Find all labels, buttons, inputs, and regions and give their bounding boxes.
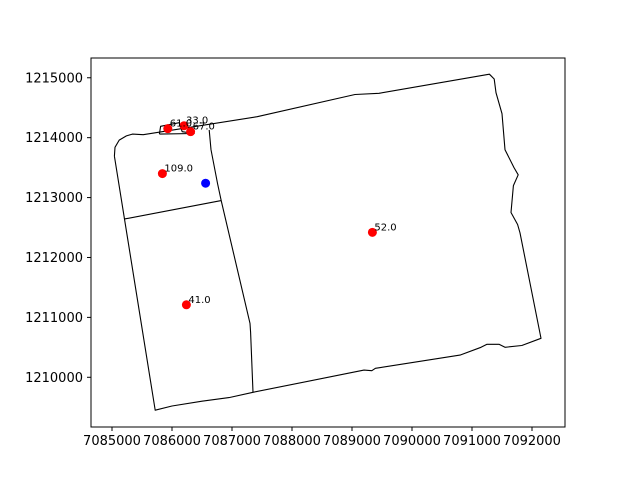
axes-frame (90, 57, 566, 428)
y-tick-label: 1214000 (25, 131, 83, 146)
data-point (201, 178, 211, 188)
x-tick-label: 7085000 (83, 434, 141, 449)
data-point (181, 300, 191, 310)
y-tick-label: 1213000 (25, 191, 83, 206)
x-tick-label: 7089000 (323, 434, 381, 449)
data-point (157, 169, 167, 179)
x-tick-label: 7092000 (503, 434, 561, 449)
point-label: 67.0 (193, 122, 215, 133)
point-label: 109.0 (164, 164, 193, 175)
y-tick-label: 1212000 (25, 251, 83, 266)
x-tick-label: 7088000 (263, 434, 321, 449)
x-tick-label: 7091000 (443, 434, 501, 449)
point-labels: 61.033.067.0 109.0 52.0 41.0 (164, 116, 396, 306)
x-tick-label: 7086000 (143, 434, 201, 449)
data-point (367, 227, 377, 237)
data-point (179, 121, 189, 131)
point-label: 61.0 (170, 119, 192, 130)
y-tick-label: 1211000 (25, 311, 83, 326)
boundary-outer (113, 73, 542, 411)
y-tick-label: 1215000 (25, 71, 83, 86)
boundary-west-divider (123, 200, 222, 220)
data-points (157, 121, 377, 310)
data-point (163, 124, 173, 134)
x-tick-label: 7090000 (383, 434, 441, 449)
point-label: 52.0 (374, 222, 396, 233)
boundaries (113, 73, 542, 411)
y-tick-label: 1210000 (25, 371, 83, 386)
x-tick-label: 7087000 (203, 434, 261, 449)
data-point (186, 127, 196, 137)
point-label: 41.0 (188, 295, 210, 306)
point-label: 33.0 (186, 116, 208, 127)
y-axis: 1210000 1211000 1212000 1213000 1214000 12150… (25, 71, 91, 386)
x-axis: 7085000 7086000 7087000 7088000 7089000 70900… (83, 427, 561, 449)
